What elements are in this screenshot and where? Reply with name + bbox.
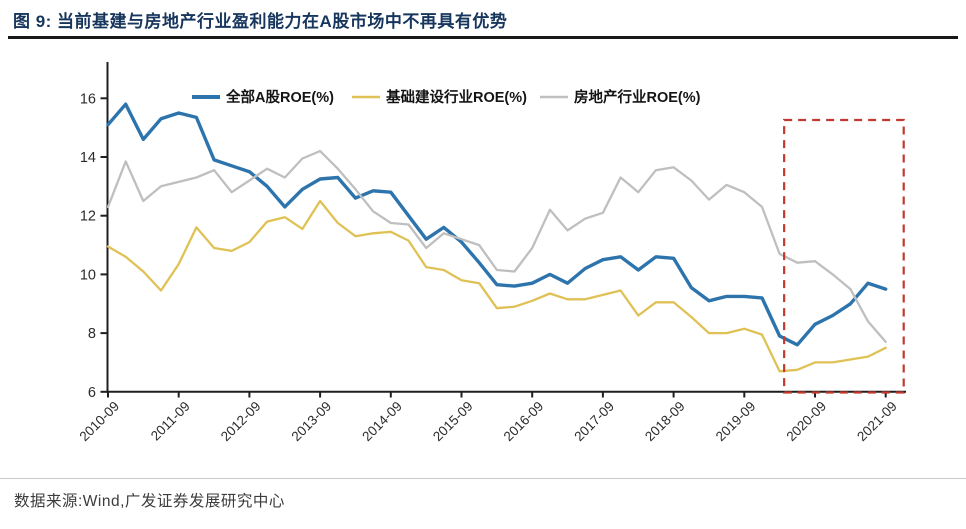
series-line-2	[106, 149, 887, 344]
legend-label: 房地产行业ROE(%)	[574, 88, 701, 106]
plot-lines	[106, 102, 888, 373]
legend-item-1[interactable]: 基础建设行业ROE(%)	[352, 88, 527, 106]
legend-item-0[interactable]: 全部A股ROE(%)	[192, 88, 334, 106]
series-line-1	[106, 199, 887, 373]
figure-title: 图 9: 当前基建与房地产行业盈利能力在A股市场中不再具有优势	[13, 12, 508, 31]
y-tick-label: 10	[80, 267, 96, 283]
x-tick-label: 2015-09	[430, 399, 476, 445]
x-tick-label: 2019-09	[713, 399, 759, 445]
y-tick-label: 12	[80, 209, 96, 225]
x-axis: 2010-09 2011-09 2012-09 2013-09 2014-09 2015-…	[76, 391, 900, 445]
x-tick-label: 2018-09	[642, 399, 688, 445]
axes	[106, 62, 906, 393]
y-tick-label: 6	[88, 385, 96, 401]
y-axis: 6 8 10 12 14 16	[80, 91, 108, 401]
data-source: 数据来源:Wind,广发证券发展研究中心	[14, 493, 285, 510]
x-tick-label: 2020-09	[783, 399, 829, 445]
legend-label: 全部A股ROE(%)	[225, 88, 334, 106]
series-line-0	[106, 102, 888, 347]
x-tick-label: 2010-09	[76, 399, 122, 445]
y-tick-label: 8	[88, 326, 96, 342]
legend-item-2[interactable]: 房地产行业ROE(%)	[540, 88, 701, 106]
x-tick-label: 2017-09	[571, 399, 617, 445]
x-tick-label: 2012-09	[218, 399, 264, 445]
highlight-box	[783, 118, 905, 394]
x-tick-label: 2021-09	[854, 399, 900, 445]
x-tick-label: 2016-09	[501, 399, 547, 445]
title-underline	[8, 36, 958, 39]
y-tick-label: 16	[80, 91, 96, 107]
chart-legend: 全部A股ROE(%) 基础建设行业ROE(%) 房地产行业ROE(%)	[192, 88, 701, 106]
x-tick-label: 2013-09	[289, 399, 335, 445]
y-tick-label: 14	[80, 150, 96, 166]
footer-divider	[0, 478, 966, 479]
x-tick-label: 2014-09	[359, 399, 405, 445]
legend-label: 基础建设行业ROE(%)	[385, 88, 527, 106]
x-tick-label: 2011-09	[148, 399, 193, 444]
